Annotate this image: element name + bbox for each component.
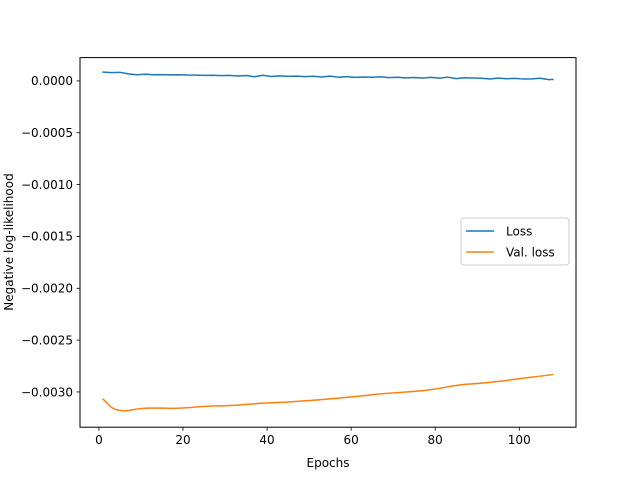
x-tick-label: 0 bbox=[95, 433, 103, 447]
legend-label-loss: Loss bbox=[506, 225, 532, 239]
y-axis: 0.0000 −0.0005 −0.0010 −0.0015 −0.0020 −0.002… bbox=[21, 74, 80, 399]
y-tick-label: −0.0030 bbox=[21, 385, 73, 399]
y-tick-label: −0.0020 bbox=[21, 282, 73, 296]
x-tick-label: 20 bbox=[175, 433, 190, 447]
series-line-loss bbox=[102, 71, 554, 81]
legend-box bbox=[460, 217, 570, 266]
y-tick-label: −0.0005 bbox=[21, 126, 73, 140]
y-axis-label: Negative log-likelihood bbox=[2, 173, 16, 310]
y-tick-label: −0.0015 bbox=[21, 230, 73, 244]
plot-lines bbox=[102, 71, 554, 412]
y-tick-label: −0.0025 bbox=[21, 333, 73, 347]
legend-label-val-loss: Val. loss bbox=[506, 246, 555, 260]
x-axis-label: Epochs bbox=[307, 456, 350, 470]
legend: Loss Val. loss bbox=[460, 217, 570, 266]
y-tick-label: 0.0000 bbox=[31, 74, 73, 88]
y-tick-label: −0.0010 bbox=[21, 178, 73, 192]
x-tick-label: 40 bbox=[259, 433, 274, 447]
x-tick-label: 100 bbox=[508, 433, 531, 447]
series-line-val-loss bbox=[102, 373, 554, 412]
x-tick-label: 60 bbox=[343, 433, 358, 447]
plot-frame bbox=[79, 57, 577, 428]
x-tick-label: 80 bbox=[428, 433, 443, 447]
x-axis: 0 20 40 60 80 100 bbox=[95, 427, 531, 447]
